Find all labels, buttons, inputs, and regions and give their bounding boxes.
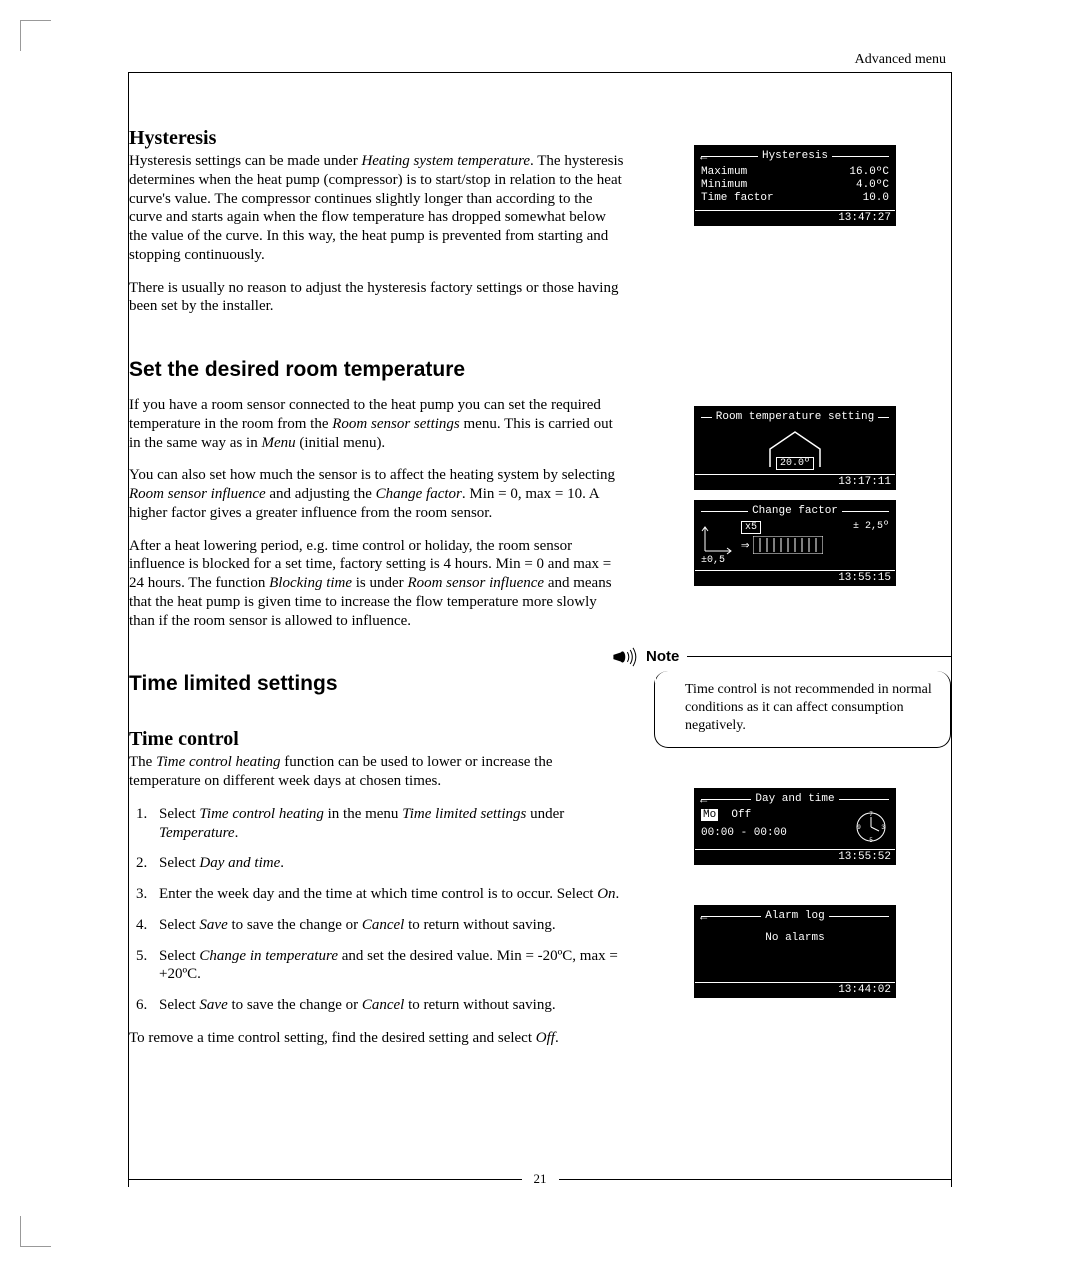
lcd-title: Alarm log <box>761 910 828 922</box>
svg-text:7: 7 <box>869 811 873 818</box>
timecontrol-outro: To remove a time control setting, find t… <box>129 1029 624 1048</box>
step-2: Select Day and time. <box>151 854 624 873</box>
change-lowleft: ±0,5 <box>701 555 889 566</box>
lcd-time: 13:17:11 <box>695 474 895 489</box>
step-3: Enter the week day and the time at which… <box>151 885 624 904</box>
note-box: Note Time control is not recommended in … <box>654 646 951 749</box>
megaphone-icon <box>612 646 640 668</box>
roomtemp-p3: After a heat lowering period, e.g. time … <box>129 537 624 631</box>
timecontrol-heading: Time control <box>129 728 624 751</box>
step-1: Select Time control heating in the menu … <box>151 805 624 843</box>
lcd-time: 13:55:52 <box>695 849 895 864</box>
note-text: Time control is not recommended in norma… <box>685 682 932 733</box>
lcd-title: Change factor <box>748 505 842 517</box>
hysteresis-p1: Hysteresis settings can be made under He… <box>129 152 624 265</box>
axis-icon <box>701 521 735 555</box>
step-5: Select Change in temperature and set the… <box>151 947 624 985</box>
roomtemp-p1: If you have a room sensor connected to t… <box>129 396 624 452</box>
step-4: Select Save to save the change or Cancel… <box>151 916 624 935</box>
lcd-hysteresis: ← Hysteresis Maximum16.0ºC Minimum4.0ºC … <box>694 145 896 226</box>
roomtemp-p2: You can also set how much the sensor is … <box>129 466 624 522</box>
note-label: Note <box>646 648 679 665</box>
time-range: 00:00 - 00:00 <box>701 827 845 839</box>
lcd-day-time: ← Day and time Mo Off 00:00 - 00:00 <box>694 788 896 865</box>
timelimited-heading: Time limited settings <box>129 672 624 696</box>
page-footer: 21 <box>129 1171 951 1187</box>
crop-mark <box>20 20 51 51</box>
timecontrol-p1: The Time control heating function can be… <box>129 753 624 791</box>
lcd-title: Hysteresis <box>758 150 832 162</box>
lcd-time: 13:47:27 <box>695 210 895 225</box>
change-delta: ± 2,5º <box>853 521 889 534</box>
lcd-title: Room temperature setting <box>712 411 878 423</box>
day-value: Mo <box>701 809 718 821</box>
main-text-column: Hysteresis Hysteresis settings can be ma… <box>129 127 654 1062</box>
step-6: Select Save to save the change or Cancel… <box>151 996 624 1015</box>
alarm-message: No alarms <box>765 932 824 944</box>
lcd-alarm-log: ← Alarm log No alarms 13:44:02 <box>694 905 896 998</box>
state-value: Off <box>731 809 751 821</box>
page-frame: Advanced menu Hysteresis Hysteresis sett… <box>128 72 952 1187</box>
lcd-time: 13:55:15 <box>695 570 895 585</box>
page-number: 21 <box>534 1171 547 1187</box>
lcd-time: 13:44:02 <box>695 982 895 997</box>
timecontrol-steps: Select Time control heating in the menu … <box>129 805 624 1015</box>
svg-text:3: 3 <box>881 824 885 831</box>
arrow-right-icon: ⇒ <box>741 537 749 554</box>
lcd-change-factor: Change factor x5 ± 2,5º <box>694 500 896 586</box>
side-column: ← Hysteresis Maximum16.0ºC Minimum4.0ºC … <box>654 127 951 1062</box>
lcd-title: Day and time <box>751 793 838 805</box>
hysteresis-heading: Hysteresis <box>129 127 624 150</box>
crop-mark <box>20 1216 51 1247</box>
lcd-room-temp: Room temperature setting 20.0º 13:17:11 <box>694 406 896 490</box>
slider-icon <box>753 536 823 554</box>
change-x-value: x5 <box>741 521 761 534</box>
svg-text:9: 9 <box>857 824 861 831</box>
roomtemp-heading: Set the desired room temperature <box>129 358 624 382</box>
room-temp-value: 20.0º <box>776 457 814 470</box>
header-label: Advanced menu <box>855 52 946 68</box>
hysteresis-p2: There is usually no reason to adjust the… <box>129 279 624 317</box>
dial-icon: 7 3 5 9 <box>853 809 889 845</box>
svg-text:5: 5 <box>869 837 873 844</box>
